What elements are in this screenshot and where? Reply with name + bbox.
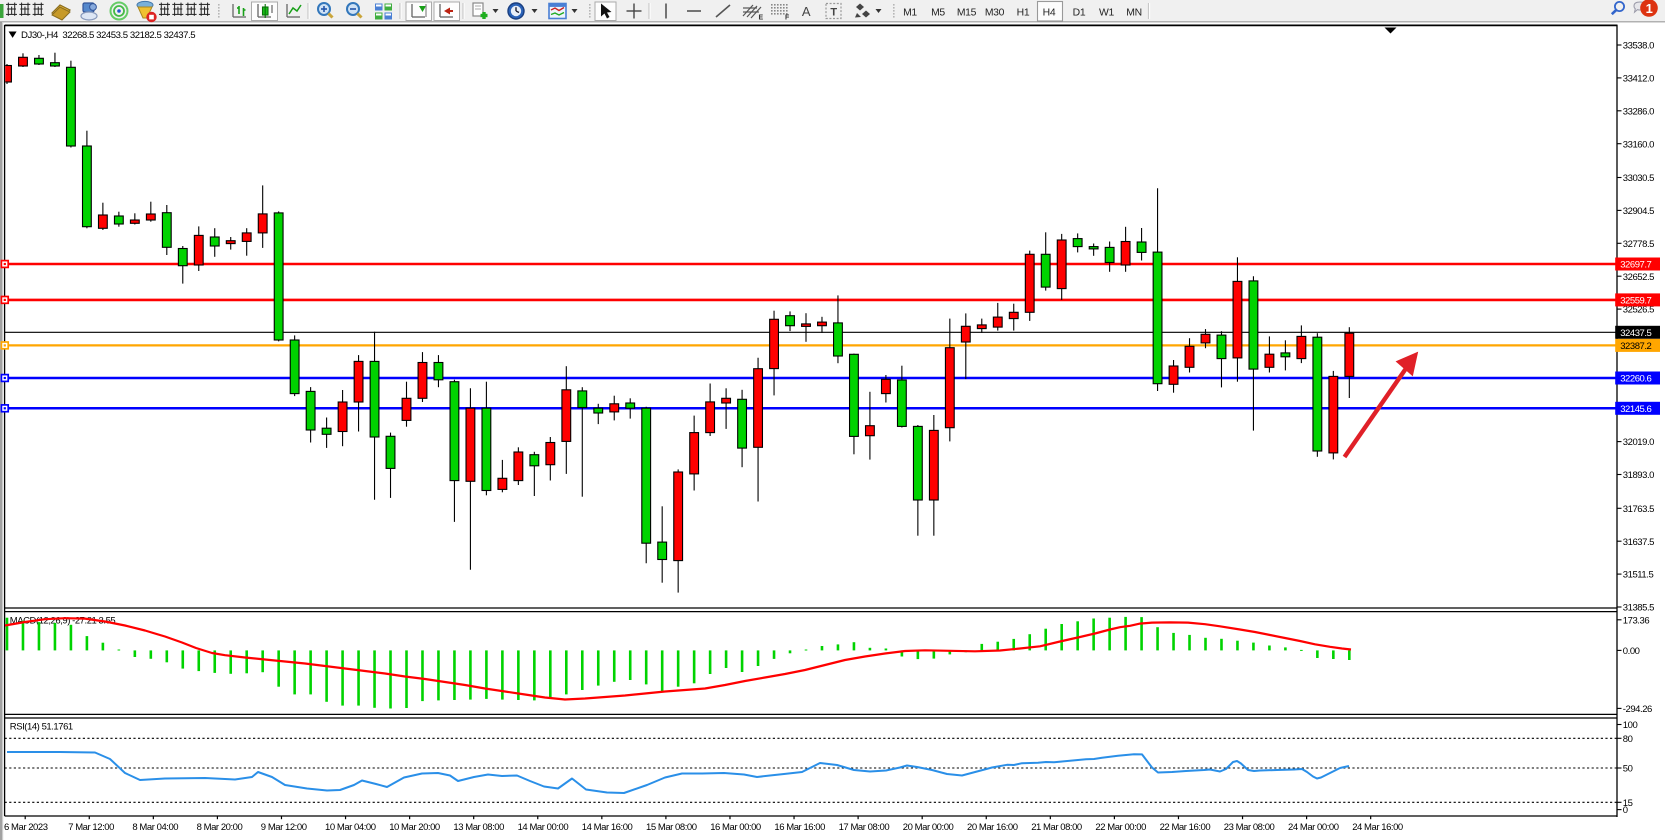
svg-text:W1: W1 (1099, 7, 1115, 18)
svg-text:32697.7: 32697.7 (1620, 260, 1651, 271)
svg-text:T: T (830, 7, 837, 19)
svg-text:10 Mar 04:00: 10 Mar 04:00 (325, 822, 376, 833)
svg-text:15: 15 (1623, 798, 1633, 809)
svg-text:20 Mar 00:00: 20 Mar 00:00 (903, 822, 954, 833)
svg-text:15 Mar 08:00: 15 Mar 08:00 (646, 822, 697, 833)
svg-text:32260.6: 32260.6 (1620, 374, 1651, 385)
svg-text:17 Mar 08:00: 17 Mar 08:00 (839, 822, 890, 833)
svg-text:50: 50 (1623, 764, 1633, 775)
svg-text:21 Mar 08:00: 21 Mar 08:00 (1031, 822, 1082, 833)
svg-text:MACD(12,26,9) -27.21 3.55: MACD(12,26,9) -27.21 3.55 (10, 615, 116, 626)
svg-text:22 Mar 16:00: 22 Mar 16:00 (1160, 822, 1211, 833)
svg-text:32437.5: 32437.5 (1620, 328, 1651, 339)
svg-text:DJ30-,H4 32268.5 32453.5 3218: DJ30-,H4 32268.5 32453.5 32182.5 32437.5 (21, 30, 195, 41)
svg-text:32778.5: 32778.5 (1623, 239, 1654, 250)
svg-text:D1: D1 (1073, 7, 1086, 18)
svg-text:31511.5: 31511.5 (1623, 570, 1654, 581)
svg-text:0.00: 0.00 (1623, 646, 1640, 657)
svg-text:16 Mar 16:00: 16 Mar 16:00 (774, 822, 825, 833)
svg-text:A: A (802, 4, 811, 19)
svg-text:M30: M30 (985, 7, 1005, 18)
svg-text:31763.5: 31763.5 (1623, 504, 1654, 515)
svg-text:32652.5: 32652.5 (1623, 272, 1654, 283)
svg-text:31637.5: 31637.5 (1623, 537, 1654, 548)
svg-text:E: E (759, 15, 764, 22)
svg-text:8 Mar 20:00: 8 Mar 20:00 (197, 822, 243, 833)
svg-text:22 Mar 00:00: 22 Mar 00:00 (1095, 822, 1146, 833)
svg-text:32904.5: 32904.5 (1623, 206, 1654, 217)
svg-text:20 Mar 16:00: 20 Mar 16:00 (967, 822, 1018, 833)
svg-text:MN: MN (1126, 7, 1142, 18)
svg-text:33030.5: 33030.5 (1623, 173, 1654, 184)
svg-text:32019.0: 32019.0 (1623, 437, 1654, 448)
svg-text:173.36: 173.36 (1623, 615, 1650, 626)
svg-text:1: 1 (1646, 1, 1653, 16)
svg-text:33160.0: 33160.0 (1623, 139, 1654, 150)
svg-text:10 Mar 20:00: 10 Mar 20:00 (389, 822, 440, 833)
svg-text:F: F (785, 15, 790, 22)
svg-text:RSI(14) 51.1761: RSI(14) 51.1761 (10, 722, 73, 733)
svg-text:9 Mar 12:00: 9 Mar 12:00 (261, 822, 307, 833)
svg-text:H4: H4 (1043, 7, 1056, 18)
svg-text:7 Mar 12:00: 7 Mar 12:00 (68, 822, 114, 833)
svg-text:M15: M15 (957, 7, 977, 18)
svg-text:23 Mar 08:00: 23 Mar 08:00 (1224, 822, 1275, 833)
svg-text:100: 100 (1623, 720, 1638, 731)
svg-text:31893.0: 31893.0 (1623, 470, 1654, 481)
svg-text:8 Mar 04:00: 8 Mar 04:00 (132, 822, 178, 833)
svg-text:-294.26: -294.26 (1623, 704, 1652, 715)
svg-text:32145.6: 32145.6 (1620, 404, 1651, 415)
svg-text:32559.7: 32559.7 (1620, 296, 1651, 307)
svg-text:24 Mar 16:00: 24 Mar 16:00 (1352, 822, 1403, 833)
svg-text:33286.0: 33286.0 (1623, 106, 1654, 117)
svg-text:14 Mar 00:00: 14 Mar 00:00 (518, 822, 569, 833)
svg-text:33412.0: 33412.0 (1623, 74, 1654, 85)
svg-text:24 Mar 00:00: 24 Mar 00:00 (1288, 822, 1339, 833)
svg-text:M1: M1 (903, 7, 917, 18)
svg-text:14 Mar 16:00: 14 Mar 16:00 (582, 822, 633, 833)
svg-text:32526.5: 32526.5 (1623, 305, 1654, 316)
svg-text:6 Mar 2023: 6 Mar 2023 (4, 822, 48, 833)
svg-text:0: 0 (1623, 805, 1628, 816)
svg-text:33538.0: 33538.0 (1623, 41, 1654, 52)
svg-text:13 Mar 08:00: 13 Mar 08:00 (453, 822, 504, 833)
svg-text:H1: H1 (1017, 7, 1030, 18)
svg-text:16 Mar 00:00: 16 Mar 00:00 (710, 822, 761, 833)
svg-text:M5: M5 (931, 7, 945, 18)
svg-text:80: 80 (1623, 734, 1633, 745)
svg-text:31385.5: 31385.5 (1623, 603, 1654, 614)
svg-text:32387.2: 32387.2 (1620, 341, 1651, 352)
